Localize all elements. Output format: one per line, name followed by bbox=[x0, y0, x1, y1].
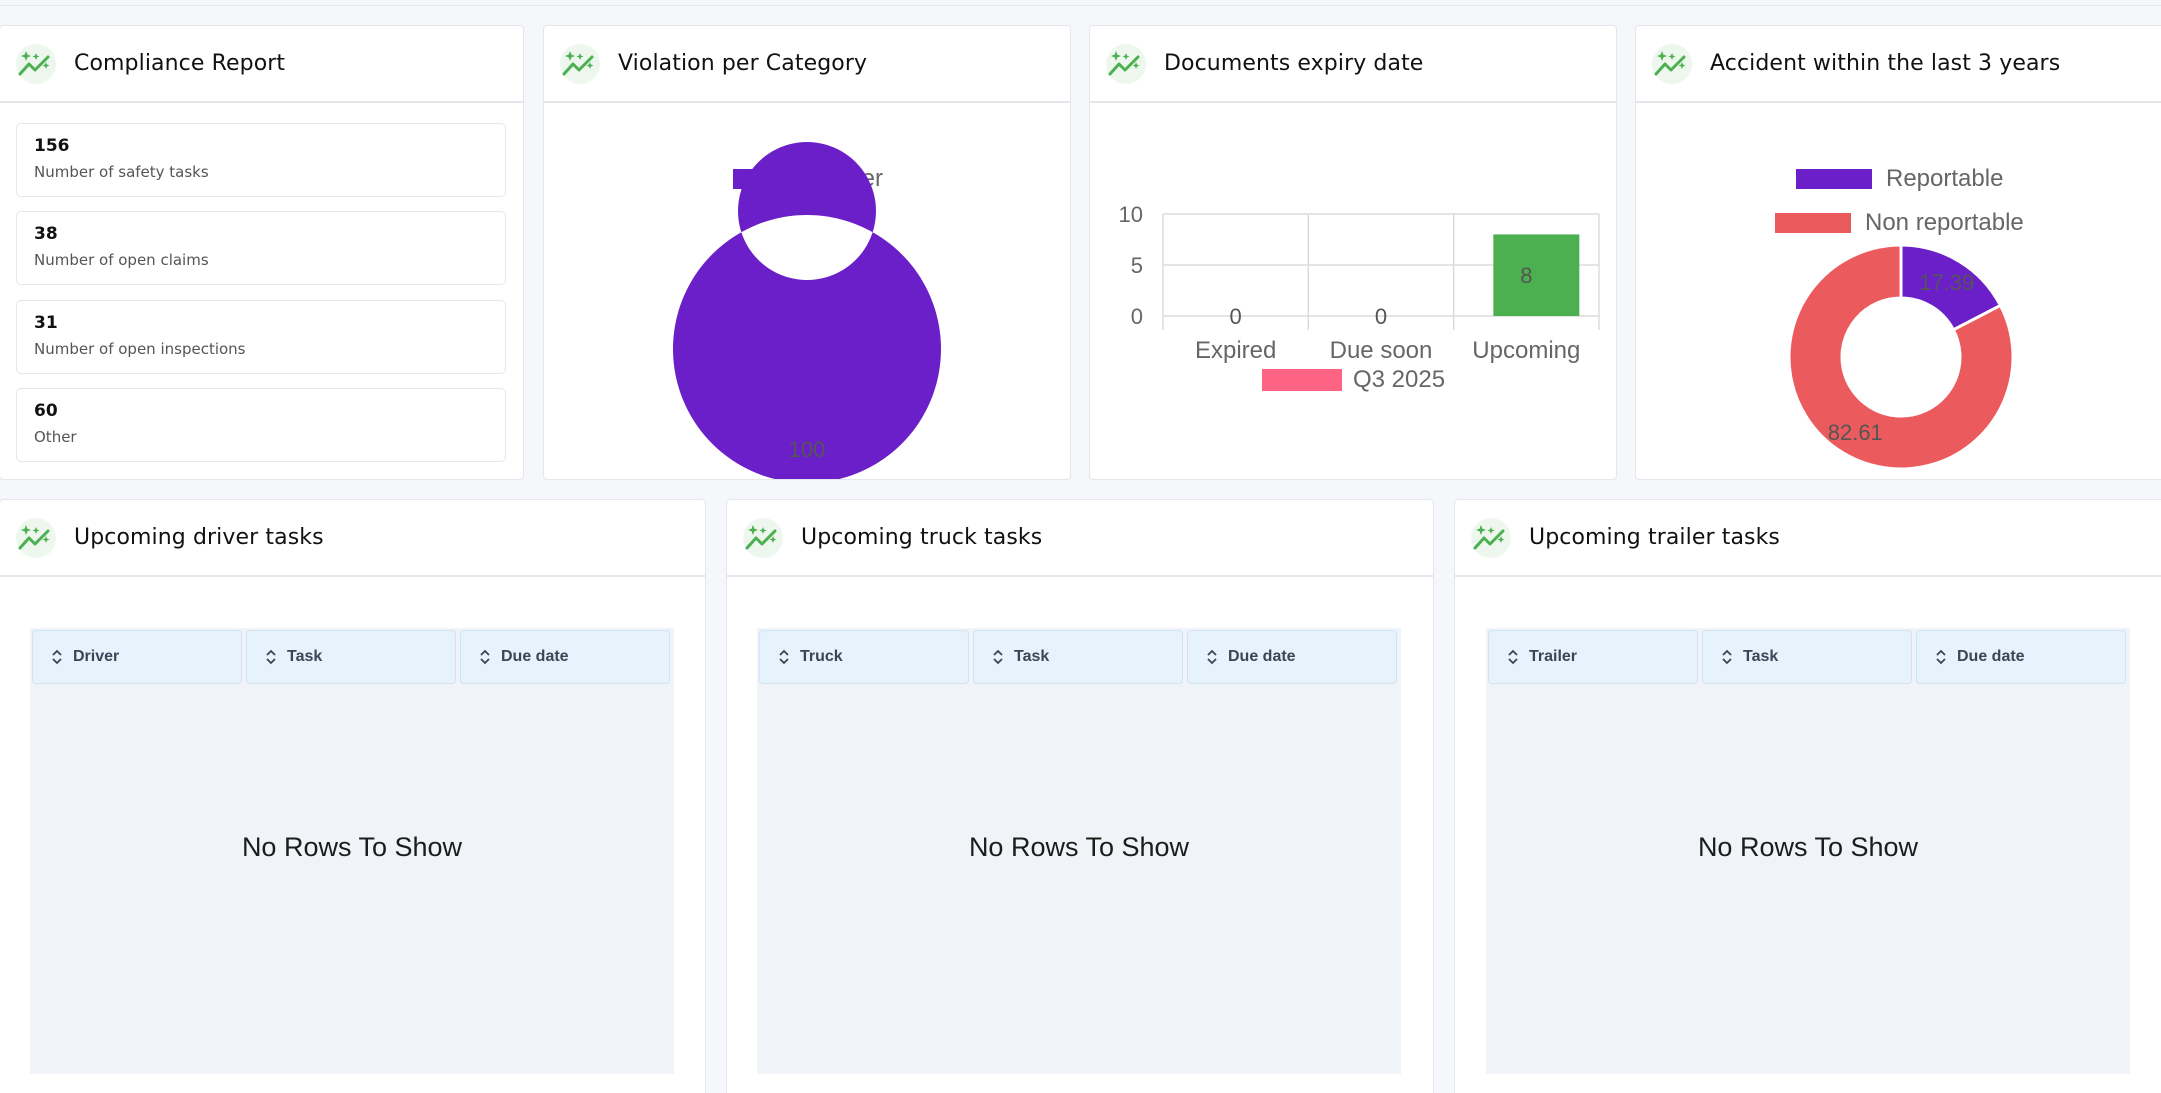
card-header: Compliance Report bbox=[0, 26, 523, 103]
sparkle-trend-icon bbox=[16, 517, 56, 558]
card-title: Compliance Report bbox=[74, 51, 286, 76]
sparkle-trend-icon bbox=[560, 43, 600, 84]
column-header-due-date[interactable]: Due date bbox=[1187, 630, 1397, 684]
stat-open-inspections[interactable]: 31 Number of open inspections bbox=[16, 300, 506, 374]
upcoming-truck-tasks-card: Upcoming truck tasks Truck Task Due date… bbox=[726, 499, 1434, 1093]
sort-icon[interactable] bbox=[992, 649, 1004, 665]
sort-icon[interactable] bbox=[778, 649, 790, 665]
column-header-task[interactable]: Task bbox=[973, 630, 1183, 684]
sparkle-trend-icon bbox=[1471, 517, 1511, 558]
column-label: Trailer bbox=[1529, 648, 1578, 665]
sort-icon[interactable] bbox=[1721, 649, 1733, 665]
card-header: Documents expiry date bbox=[1090, 26, 1616, 103]
stat-value: 31 bbox=[34, 313, 58, 333]
column-label: Task bbox=[1014, 648, 1050, 665]
stat-label: Number of open claims bbox=[34, 251, 209, 269]
top-divider bbox=[0, 5, 2161, 6]
sparkle-trend-icon bbox=[1106, 43, 1146, 84]
sort-icon[interactable] bbox=[479, 649, 491, 665]
slice-non-reportable[interactable] bbox=[1787, 243, 2015, 471]
sort-icon[interactable] bbox=[1206, 649, 1218, 665]
card-header: Upcoming trailer tasks bbox=[1455, 500, 2161, 577]
truck-tasks-grid: Truck Task Due date No Rows To Show bbox=[757, 628, 1401, 1074]
x-tick-label: Expired bbox=[1195, 337, 1276, 364]
column-label: Due date bbox=[1957, 648, 2025, 665]
sort-icon[interactable] bbox=[51, 649, 63, 665]
documents-expiry-card: Documents expiry date 0 5 10 Expired Due soo… bbox=[1089, 25, 1617, 480]
card-header: Upcoming driver tasks bbox=[0, 500, 705, 577]
stat-value: 38 bbox=[34, 224, 58, 244]
legend-label[interactable]: Reportable bbox=[1886, 165, 2003, 192]
column-header-truck[interactable]: Truck bbox=[759, 630, 969, 684]
accident-donut-chart: Reportable Non reportable 17.39 82.61 bbox=[1775, 165, 2024, 471]
documents-bar-chart: 0 5 10 Expired Due soon Upcoming 0 0 8 Q3 2025 bbox=[1119, 202, 1600, 393]
no-rows-message: No Rows To Show bbox=[241, 832, 463, 862]
card-header: Violation per Category bbox=[544, 26, 1070, 103]
no-rows-message: No Rows To Show bbox=[1697, 832, 1919, 862]
legend-swatch[interactable] bbox=[1796, 169, 1872, 189]
bar-data-label: 0 bbox=[1375, 304, 1387, 329]
x-tick-label: Upcoming bbox=[1472, 337, 1580, 364]
card-title: Upcoming trailer tasks bbox=[1529, 525, 1780, 550]
violation-per-category-card: Violation per Category Other 100 bbox=[543, 25, 1071, 480]
slice-data-label: 82.61 bbox=[1828, 420, 1883, 445]
column-header-task[interactable]: Task bbox=[246, 630, 456, 684]
stat-other[interactable]: 60 Other bbox=[16, 388, 506, 462]
bar-data-label: 0 bbox=[1230, 304, 1242, 329]
card-title: Documents expiry date bbox=[1164, 51, 1424, 76]
column-header-due-date[interactable]: Due date bbox=[460, 630, 670, 684]
sparkle-trend-icon bbox=[1652, 43, 1692, 84]
stat-label: Number of safety tasks bbox=[34, 163, 209, 181]
stat-label: Other bbox=[34, 428, 77, 446]
sort-icon[interactable] bbox=[1935, 649, 1947, 665]
sparkle-trend-icon bbox=[743, 517, 783, 558]
sort-icon[interactable] bbox=[265, 649, 277, 665]
column-header-due-date[interactable]: Due date bbox=[1916, 630, 2126, 684]
legend-label[interactable]: Non reportable bbox=[1865, 209, 2024, 236]
legend-swatch[interactable] bbox=[1262, 369, 1342, 391]
column-label: Truck bbox=[800, 648, 843, 665]
upcoming-driver-tasks-card: Upcoming driver tasks Driver Task Due da… bbox=[0, 499, 706, 1093]
sort-icon[interactable] bbox=[1507, 649, 1519, 665]
card-header: Upcoming truck tasks bbox=[727, 500, 1433, 577]
slice-data-label: 17.39 bbox=[1919, 270, 1974, 295]
bar-data-label: 8 bbox=[1520, 263, 1532, 288]
card-title: Upcoming driver tasks bbox=[74, 525, 324, 550]
y-tick-label: 0 bbox=[1131, 304, 1143, 329]
violation-donut-chart: Other 100 bbox=[672, 142, 941, 480]
bar[interactable] bbox=[1493, 234, 1580, 316]
trailer-tasks-grid: Trailer Task Due date No Rows To Show bbox=[1486, 628, 2130, 1074]
compliance-report-card: Compliance Report 156 Number of safety t… bbox=[0, 25, 524, 480]
slice-data-label: 100 bbox=[789, 437, 826, 462]
column-header-driver[interactable]: Driver bbox=[32, 630, 242, 684]
y-tick-label: 10 bbox=[1119, 202, 1143, 227]
sparkle-trend-icon bbox=[16, 43, 56, 84]
legend-swatch[interactable] bbox=[1775, 213, 1851, 233]
driver-tasks-grid: Driver Task Due date No Rows To Show bbox=[30, 628, 674, 1074]
card-header: Accident within the last 3 years bbox=[1636, 26, 2161, 103]
y-tick-label: 5 bbox=[1131, 253, 1143, 278]
accident-card: Accident within the last 3 years Reporta… bbox=[1635, 25, 2161, 480]
column-label: Due date bbox=[1228, 648, 1296, 665]
upcoming-trailer-tasks-card: Upcoming trailer tasks Trailer Task Due … bbox=[1454, 499, 2161, 1093]
column-label: Task bbox=[287, 648, 323, 665]
column-label: Driver bbox=[73, 648, 120, 665]
stat-value: 156 bbox=[34, 136, 70, 156]
stat-open-claims[interactable]: 38 Number of open claims bbox=[16, 211, 506, 285]
card-title: Violation per Category bbox=[618, 51, 868, 76]
no-rows-message: No Rows To Show bbox=[968, 832, 1190, 862]
card-title: Accident within the last 3 years bbox=[1710, 51, 2061, 76]
stat-value: 60 bbox=[34, 401, 58, 421]
column-header-task[interactable]: Task bbox=[1702, 630, 1912, 684]
column-label: Task bbox=[1743, 648, 1779, 665]
column-label: Due date bbox=[501, 648, 569, 665]
x-tick-label: Due soon bbox=[1330, 337, 1433, 364]
stat-safety-tasks[interactable]: 156 Number of safety tasks bbox=[16, 123, 506, 197]
slice-other[interactable] bbox=[672, 142, 941, 480]
card-title: Upcoming truck tasks bbox=[801, 525, 1043, 550]
stat-label: Number of open inspections bbox=[34, 340, 246, 358]
column-header-trailer[interactable]: Trailer bbox=[1488, 630, 1698, 684]
legend-label[interactable]: Q3 2025 bbox=[1353, 366, 1445, 393]
